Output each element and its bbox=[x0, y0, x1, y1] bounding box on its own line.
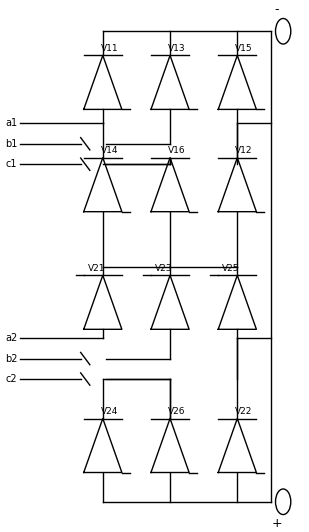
Text: -: - bbox=[275, 3, 279, 16]
Text: c2: c2 bbox=[6, 374, 17, 384]
Text: V12: V12 bbox=[235, 146, 253, 155]
Text: V22: V22 bbox=[235, 407, 253, 416]
Text: V23: V23 bbox=[155, 264, 172, 273]
Text: c1: c1 bbox=[6, 159, 17, 169]
Text: b1: b1 bbox=[5, 139, 17, 149]
Text: V24: V24 bbox=[101, 407, 118, 416]
Text: a2: a2 bbox=[5, 333, 17, 343]
Text: b2: b2 bbox=[5, 354, 17, 363]
Text: V26: V26 bbox=[168, 407, 186, 416]
Text: V13: V13 bbox=[168, 44, 186, 53]
Text: a1: a1 bbox=[5, 118, 17, 128]
Text: V14: V14 bbox=[101, 146, 118, 155]
Text: V11: V11 bbox=[101, 44, 119, 53]
Text: +: + bbox=[272, 517, 282, 530]
Text: V15: V15 bbox=[235, 44, 253, 53]
Text: V21: V21 bbox=[87, 264, 105, 273]
Text: V16: V16 bbox=[168, 146, 186, 155]
Text: V25: V25 bbox=[222, 264, 239, 273]
